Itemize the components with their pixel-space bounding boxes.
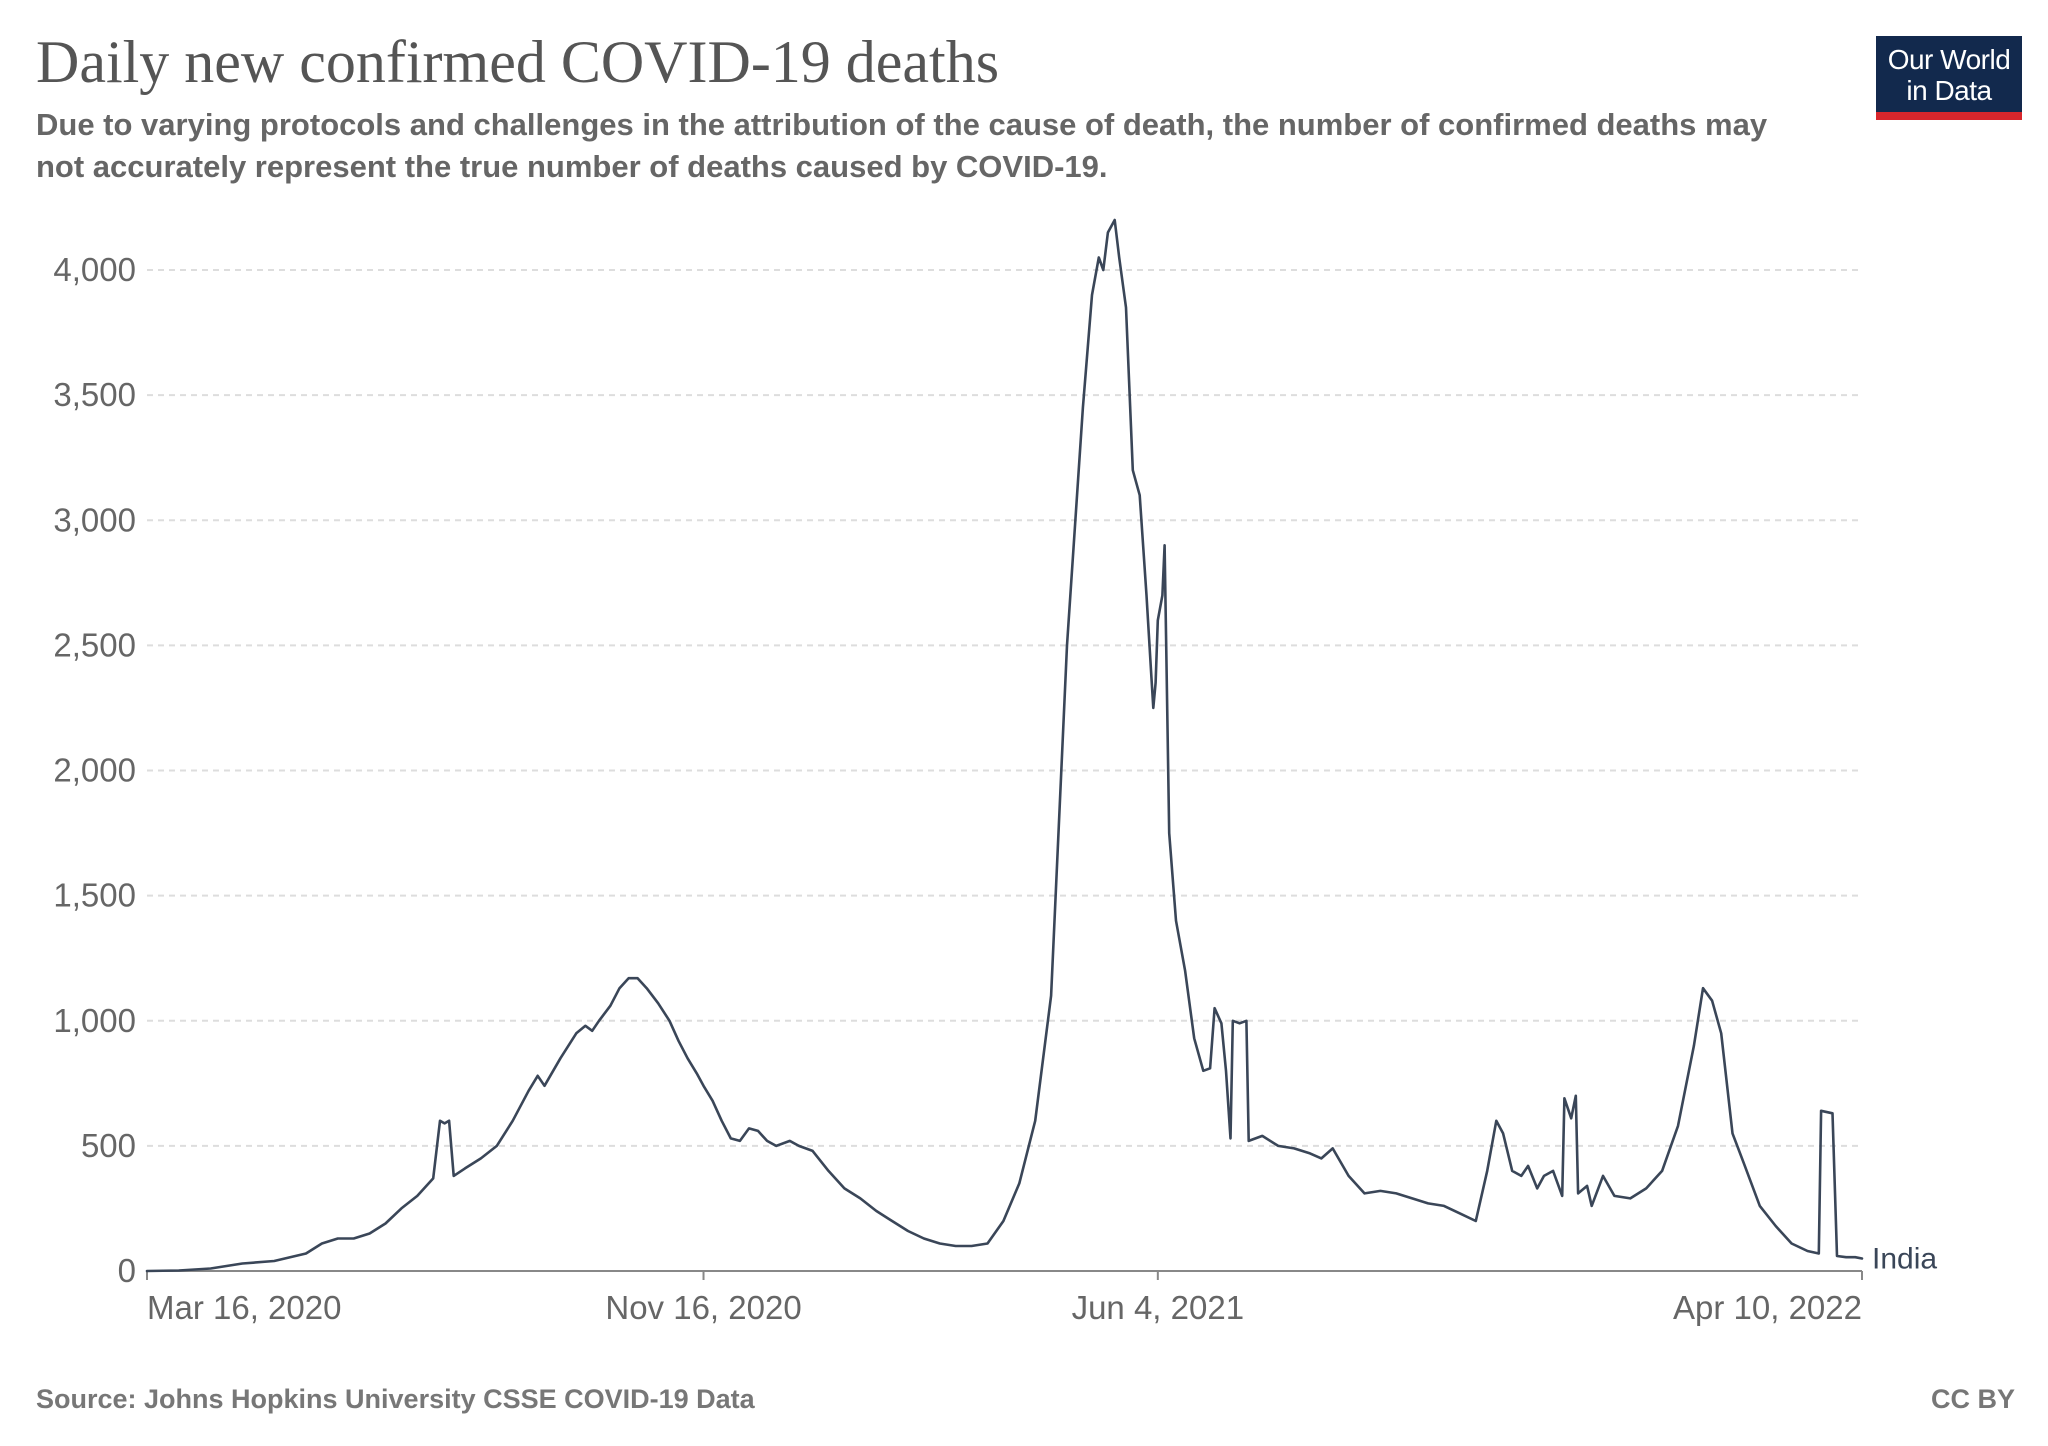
- chart-subtitle: Due to varying protocols and challenges …: [36, 107, 1768, 184]
- y-tick-label: 1,500: [53, 877, 136, 914]
- tick-labels: 0 500 1,000 1,500 2,000 2,500 3,000 3,500 4,000 M…: [53, 251, 1937, 1326]
- logo-line-1: Our World: [1887, 44, 2011, 75]
- x-tick-label: Jun 4, 2021: [1072, 1289, 1244, 1326]
- y-tick-label: 2,000: [53, 752, 136, 789]
- owid-logo[interactable]: Our World in Data: [1876, 36, 2022, 120]
- x-tick-label: Apr 10, 2022: [1673, 1289, 1862, 1326]
- series-layer: [145, 218, 1864, 1273]
- y-tick-label: 0: [118, 1252, 136, 1289]
- axes: [146, 1270, 1863, 1280]
- y-tick-label: 4,000: [53, 251, 136, 288]
- series-label: India: [1872, 1242, 1937, 1275]
- line-chart: 0 500 1,000 1,500 2,000 2,500 3,000 3,500 4,000 M…: [53, 218, 1937, 1326]
- series-line-india: [145, 218, 1864, 1273]
- x-tick-label: Nov 16, 2020: [605, 1289, 801, 1326]
- y-tick-label: 3,000: [53, 501, 136, 538]
- source-note[interactable]: Source: Johns Hopkins University CSSE CO…: [36, 1384, 755, 1414]
- y-tick-label: 3,500: [53, 376, 136, 413]
- y-tick-label: 500: [81, 1127, 136, 1164]
- y-tick-label: 2,500: [53, 626, 136, 663]
- x-tick-label: Mar 16, 2020: [147, 1289, 341, 1326]
- y-tick-label: 1,000: [53, 1002, 136, 1039]
- gridlines: [147, 269, 1862, 1147]
- logo-line-2: in Data: [1906, 75, 1992, 106]
- license-link[interactable]: CC BY: [1930, 1384, 2015, 1414]
- chart-title: Daily new confirmed COVID-19 deaths: [36, 29, 1000, 95]
